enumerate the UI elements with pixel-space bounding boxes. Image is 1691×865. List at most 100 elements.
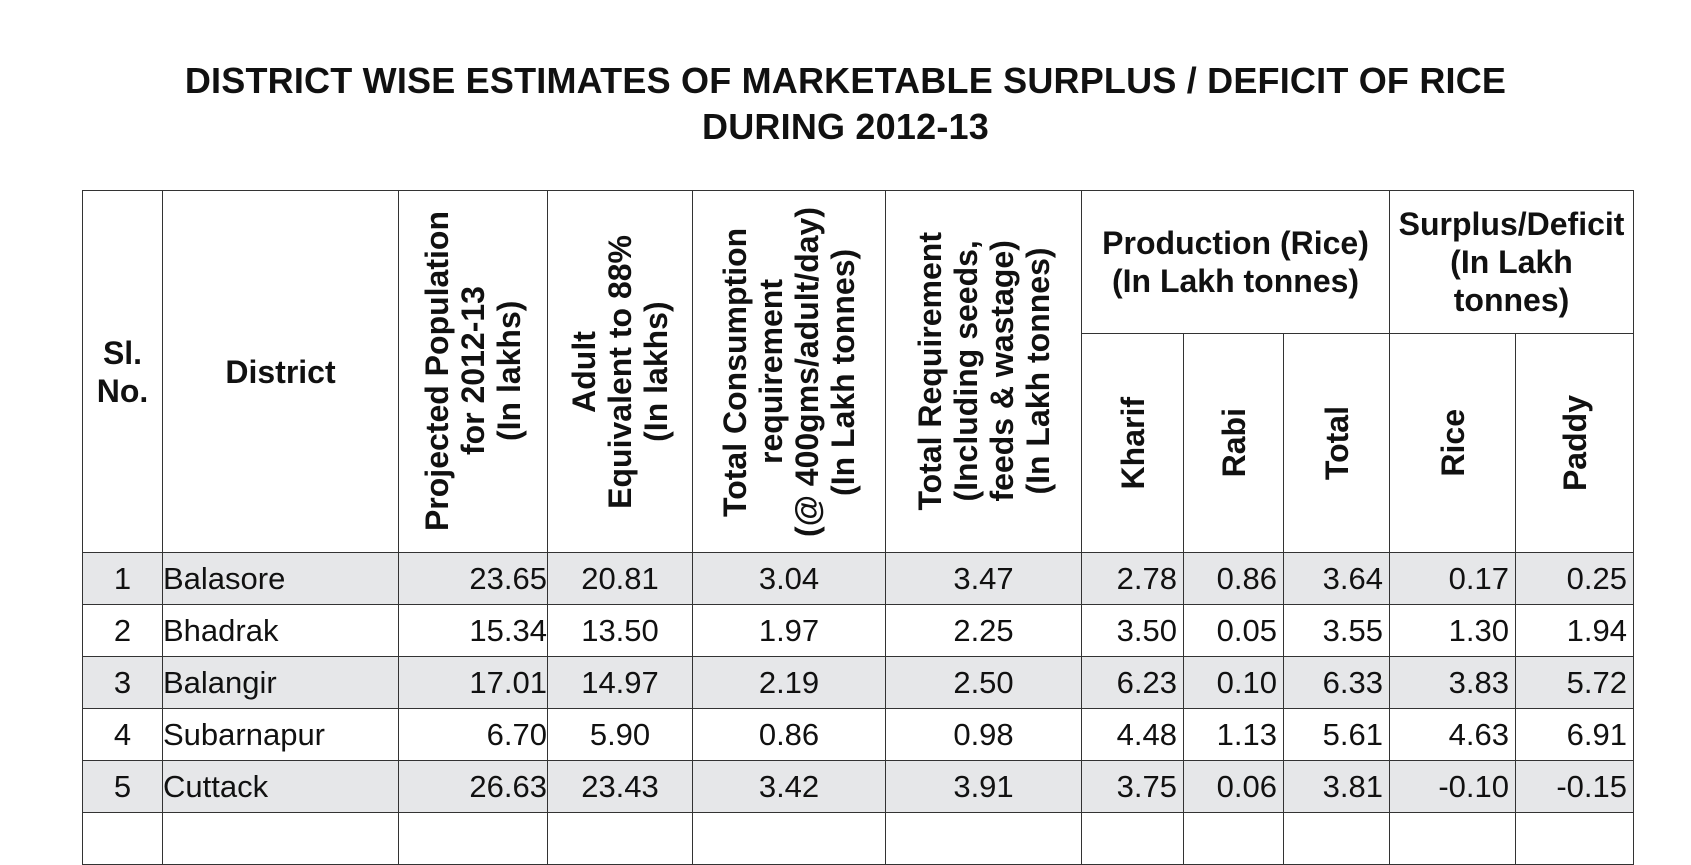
cell-sl-no: 3 (82, 656, 163, 709)
header-total-consumption-line-1: Total Consumption (717, 226, 753, 517)
cell-rice: 4.63 (1389, 708, 1517, 761)
cell-total (1282, 812, 1391, 865)
cell-district (162, 812, 399, 865)
cell-paddy: 1.94 (1515, 604, 1635, 657)
header-total-requirement-line-4: (In Lakh tonnes) (1019, 247, 1056, 496)
table-row: 5 Cuttack 26.63 23.43 3.42 3.91 3.75 0.0… (82, 760, 1635, 813)
cell-rabi: 0.10 (1183, 656, 1284, 709)
cell-paddy: 6.91 (1515, 708, 1635, 761)
header-production-total-label: Total (1318, 405, 1355, 481)
header-total-consumption: Total Consumption requirement (@ 400gms/… (692, 190, 886, 553)
cell-kharif: 4.48 (1081, 708, 1184, 761)
table-row: 3 Balangir 17.01 14.97 2.19 2.50 6.23 0.… (82, 656, 1635, 709)
cell-consumption: 2.19 (692, 656, 886, 709)
cell-rice: -0.10 (1389, 760, 1517, 813)
cell-total: 6.33 (1282, 656, 1391, 709)
cell-rice (1389, 812, 1517, 865)
title-line-1: DISTRICT WISE ESTIMATES OF MARKETABLE SU… (184, 60, 1507, 101)
cell-requirement: 3.47 (885, 552, 1082, 605)
header-surplus-paddy-label: Paddy (1556, 394, 1593, 492)
cell-total: 5.61 (1282, 708, 1391, 761)
cell-requirement: 0.98 (885, 708, 1082, 761)
cell-adult (547, 812, 693, 865)
cell-population (398, 812, 548, 865)
table-row: 2 Bhadrak 15.34 13.50 1.97 2.25 3.50 0.0… (82, 604, 1635, 657)
cell-total: 3.55 (1282, 604, 1391, 657)
cell-rice: 1.30 (1389, 604, 1517, 657)
cell-paddy: 5.72 (1515, 656, 1635, 709)
cell-consumption: 0.86 (692, 708, 886, 761)
cell-population: 23.65 (398, 552, 548, 605)
page-title: DISTRICT WISE ESTIMATES OF MARKETABLE SU… (0, 58, 1691, 150)
cell-adult: 23.43 (547, 760, 693, 813)
header-total-requirement-line-3: feeds & wastage) (983, 240, 1020, 503)
cell-kharif: 6.23 (1081, 656, 1184, 709)
cell-sl-no (82, 812, 163, 865)
cell-district: Subarnapur (162, 708, 399, 761)
cell-population: 15.34 (398, 604, 548, 657)
cell-rabi: 0.06 (1183, 760, 1284, 813)
cell-sl-no: 4 (82, 708, 163, 761)
cell-rice: 3.83 (1389, 656, 1517, 709)
header-production-group: Production (Rice) (In Lakh tonnes) (1080, 190, 1391, 334)
header-projected-population-line-3: (In lakhs) (491, 301, 527, 442)
cell-population: 6.70 (398, 708, 548, 761)
cell-rabi (1183, 812, 1284, 865)
cell-paddy: 0.25 (1515, 552, 1635, 605)
header-adult-equivalent-line-1: Adult (566, 330, 602, 413)
cell-adult: 13.50 (547, 604, 693, 657)
header-adult-equivalent: Adult Equivalent to 88% (In lakhs) (547, 190, 693, 553)
header-kharif-label: Kharif (1114, 396, 1151, 490)
cell-rabi: 0.05 (1183, 604, 1284, 657)
cell-district: Balangir (162, 656, 399, 709)
cell-kharif: 2.78 (1081, 552, 1184, 605)
cell-requirement (885, 812, 1082, 865)
cell-consumption: 3.42 (692, 760, 886, 813)
header-total-consumption-line-4: (In Lakh tonnes) (825, 247, 861, 496)
header-adult-equivalent-line-2: Equivalent to 88% (602, 234, 638, 509)
cell-consumption (692, 812, 886, 865)
cell-kharif: 3.75 (1081, 760, 1184, 813)
cell-sl-no: 1 (82, 552, 163, 605)
table-row: 1 Balasore 23.65 20.81 3.04 3.47 2.78 0.… (82, 552, 1635, 605)
cell-kharif: 3.50 (1081, 604, 1184, 657)
header-rabi-label: Rabi (1215, 408, 1252, 478)
header-total-consumption-line-2: requirement (753, 279, 789, 464)
header-projected-population-line-1: Projected Population (419, 211, 455, 532)
cell-total: 3.64 (1282, 552, 1391, 605)
cell-district: Cuttack (162, 760, 399, 813)
cell-total: 3.81 (1282, 760, 1391, 813)
header-total-consumption-line-3: (@ 400gms/adult/day) (789, 206, 825, 537)
cell-sl-no: 2 (82, 604, 163, 657)
cell-adult: 5.90 (547, 708, 693, 761)
header-adult-equivalent-line-3: (In lakhs) (638, 301, 674, 442)
header-total-requirement-line-1: Total Requirement (911, 232, 948, 511)
cell-population: 26.63 (398, 760, 548, 813)
cell-kharif (1081, 812, 1184, 865)
title-line-2: DURING 2012-13 (702, 106, 989, 147)
cell-sl-no: 5 (82, 760, 163, 813)
header-surplus-paddy: Paddy (1515, 333, 1635, 553)
cell-district: Balasore (162, 552, 399, 605)
header-production-total: Total (1282, 333, 1391, 553)
cell-rabi: 1.13 (1183, 708, 1284, 761)
cell-adult: 20.81 (547, 552, 693, 605)
cell-requirement: 2.50 (885, 656, 1082, 709)
cell-consumption: 3.04 (692, 552, 886, 605)
header-district: District (162, 190, 399, 553)
cell-rice: 0.17 (1389, 552, 1517, 605)
cell-consumption: 1.97 (692, 604, 886, 657)
cell-requirement: 2.25 (885, 604, 1082, 657)
cell-rabi: 0.86 (1183, 552, 1284, 605)
header-projected-population-line-2: for 2012-13 (455, 287, 491, 456)
header-kharif: Kharif (1081, 333, 1184, 553)
cell-paddy (1515, 812, 1635, 865)
header-surplus-rice: Rice (1389, 333, 1517, 553)
header-sl-no: Sl. No. (82, 190, 163, 553)
header-rabi: Rabi (1183, 333, 1284, 553)
cell-district: Bhadrak (162, 604, 399, 657)
table-row-partial (82, 812, 1635, 865)
header-surplus-rice-label: Rice (1434, 409, 1471, 477)
header-surplus-group: Surplus/Deficit (In Lakh tonnes) (1389, 190, 1635, 334)
cell-adult: 14.97 (547, 656, 693, 709)
